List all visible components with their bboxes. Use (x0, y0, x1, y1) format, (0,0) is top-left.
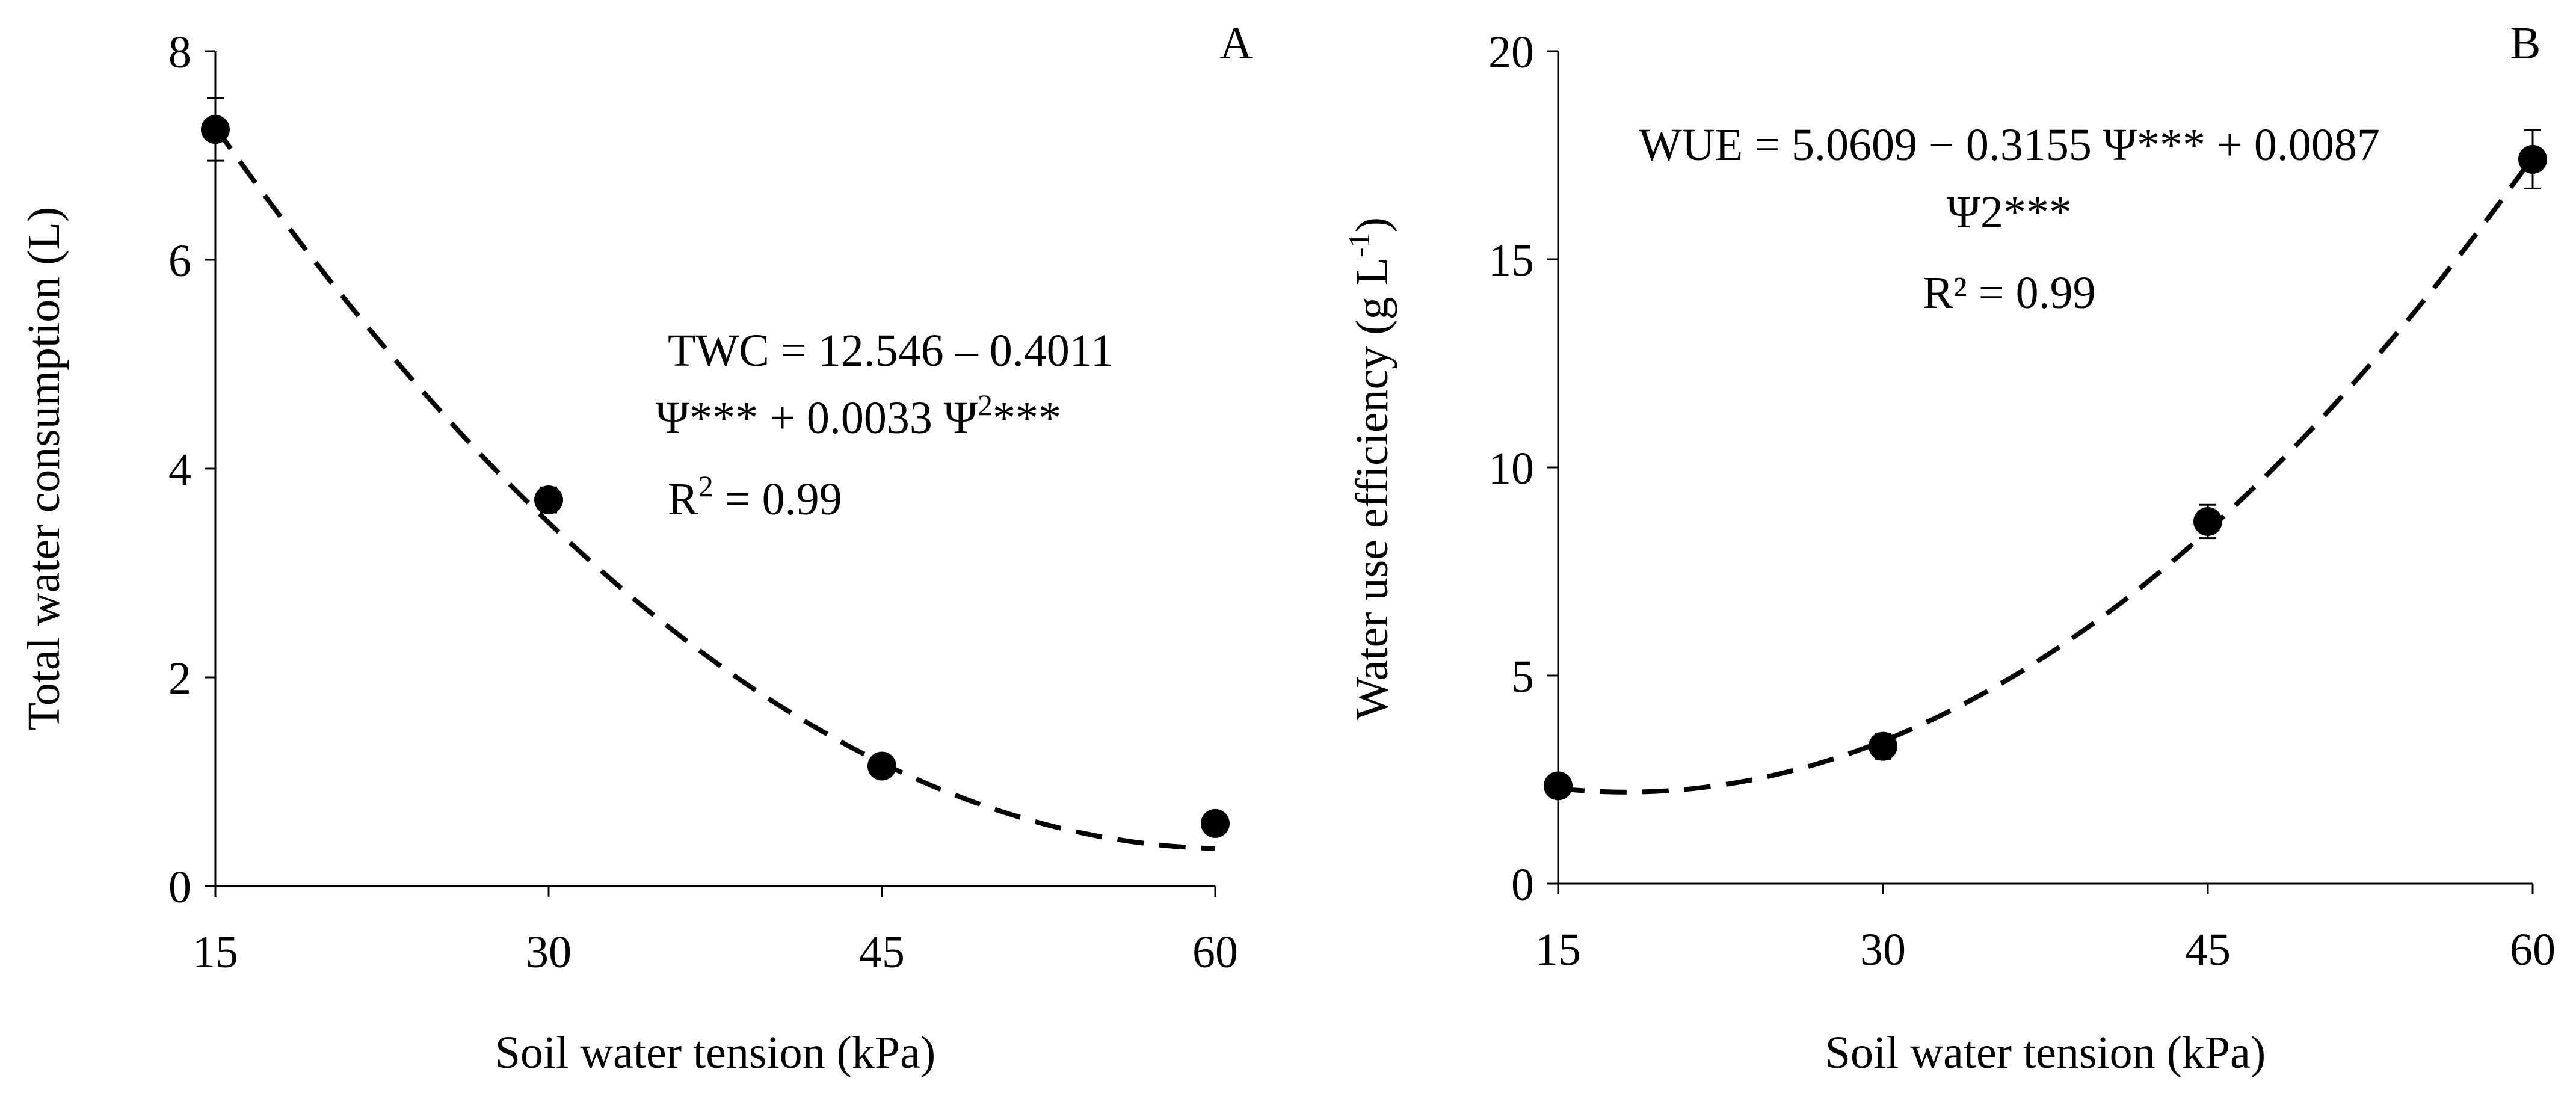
panel-b-chart: 0 5 10 15 20 15 30 45 60 B Soil water tension (… (1342, 18, 2556, 1078)
panel-b-data-point (2193, 506, 2222, 536)
panel-a-y-axis-title: Total water consumption (L) (19, 207, 69, 731)
panel-a-equation-line2: Ψ*** + 0.0033 Ψ2*** (656, 388, 1061, 443)
panel-a-y-tick-label: 2 (168, 653, 191, 704)
panel-b-data-point (1544, 771, 1573, 801)
panel-b-y-tick-label: 10 (1488, 443, 1534, 494)
panel-a-fit-curve (213, 125, 1216, 851)
panel-b-y-ticks: 0 5 10 15 20 (1488, 27, 1558, 910)
panel-b-y-title-main: Water use efficiency (g L (1347, 257, 1397, 720)
panel-b-x-tick-label: 15 (1535, 925, 1581, 975)
panel-b-y-tick-label: 20 (1488, 27, 1534, 78)
panel-a-equation: TWC = 12.546 – 0.4011 Ψ*** + 0.0033 Ψ2**… (656, 325, 1114, 525)
panel-a-data-point (867, 751, 896, 781)
panel-b-equation-line1: WUE = 5.0609 − 0.3155 Ψ*** + 0.0087 (1639, 120, 2380, 170)
panel-a-eq-line2-end: *** (993, 393, 1061, 443)
panel-a-r2-main: R (668, 474, 698, 525)
panel-a-letter: A (1220, 18, 1253, 69)
panel-b-equation-line2: Ψ2*** (1947, 187, 2072, 238)
panel-a-data-point (1201, 808, 1230, 838)
panel-b-fit-curve (1558, 156, 2535, 795)
panel-b-equation-r2: R² = 0.99 (1923, 268, 2095, 318)
panel-b-data-points (1544, 144, 2547, 801)
panel-b-y-tick-label: 5 (1511, 651, 1534, 702)
panel-a-r2-sup: 2 (698, 469, 713, 503)
panel-a-equation-line1: TWC = 12.546 – 0.4011 (668, 325, 1114, 376)
panel-a-data-point (201, 115, 230, 144)
panel-a-r2-value: = 0.99 (713, 474, 842, 525)
panel-a-data-points (201, 115, 1230, 838)
panel-a-fit-line (213, 125, 1216, 851)
panel-b-y-title-end: ) (1347, 217, 1397, 232)
panel-b-letter: B (2510, 18, 2541, 69)
panel-a-x-axis-title: Soil water tension (kPa) (495, 1027, 935, 1078)
panel-b-y-tick-label: 15 (1488, 235, 1534, 286)
panel-a-x-ticks: 15 30 45 60 (193, 886, 1238, 978)
panel-a-x-tick-label: 15 (193, 927, 238, 978)
panel-a-equation-r2: R2 = 0.99 (668, 469, 842, 525)
panel-a-y-ticks: 0 2 4 6 8 (168, 27, 215, 913)
panel-a-x-tick-label: 30 (526, 927, 572, 978)
panel-b-equation: WUE = 5.0609 − 0.3155 Ψ*** + 0.0087 Ψ2**… (1639, 120, 2380, 318)
panel-b-y-title-sup: -1 (1342, 232, 1376, 257)
panel-a-eq-line2-main: Ψ*** + 0.0033 Ψ (656, 393, 978, 443)
panel-a-y-tick-label: 8 (168, 27, 191, 78)
panel-a-y-tick-label: 6 (168, 236, 191, 286)
panel-a-data-point (534, 485, 563, 515)
panel-b-data-point (2518, 144, 2547, 174)
panel-b-x-ticks: 15 30 45 60 (1535, 884, 2556, 975)
panel-a-eq-line2-sup: 2 (978, 388, 993, 422)
panel-a-x-tick-label: 45 (859, 927, 905, 978)
panel-a-x-tick-label: 60 (1192, 927, 1238, 978)
panel-b-y-tick-label: 0 (1511, 860, 1534, 910)
panel-b-x-tick-label: 60 (2510, 925, 2556, 975)
panel-b-y-axis-title: Water use efficiency (g L-1) (1342, 217, 1397, 720)
panel-b-data-point (1869, 731, 1897, 761)
panel-a-chart: 0 2 4 6 8 15 30 45 60 A Soil water tension (kPa… (19, 18, 1253, 1078)
panel-b-fit-line (1558, 156, 2535, 795)
panel-b-x-tick-label: 45 (2185, 925, 2231, 975)
panel-b-x-axis-title: Soil water tension (kPa) (1825, 1027, 2266, 1078)
panel-b-x-tick-label: 30 (1860, 925, 1906, 975)
panel-a-error-bars (207, 97, 1224, 830)
panel-a-y-tick-label: 4 (168, 445, 191, 495)
panel-a-y-tick-label: 0 (168, 862, 191, 913)
